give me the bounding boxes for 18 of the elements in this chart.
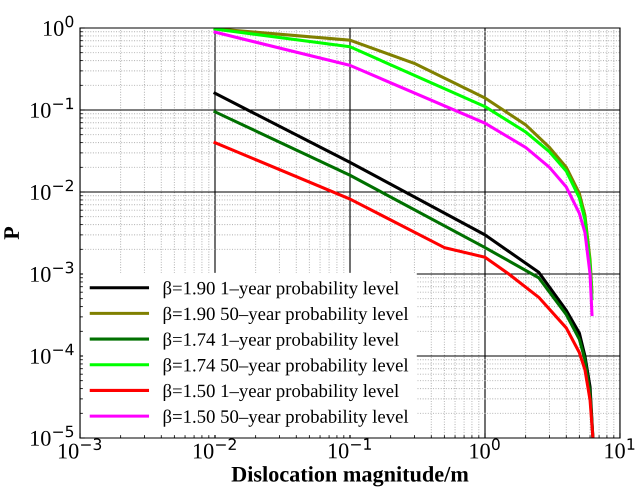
x-tick-label: 10$^{−3}$ <box>58 438 102 459</box>
legend-label: β=1.50 50–year probability level <box>164 410 408 427</box>
legend-label: β=1.50 1–year probability level <box>164 384 399 402</box>
legend-label: β=1.90 50–year probability level <box>164 306 408 324</box>
legend-label: β=1.90 1–year probability level <box>164 281 399 298</box>
y-tick-label: 10$^{0}$ <box>44 16 74 36</box>
y-tick-label: 10$^{−1}$ <box>31 98 74 118</box>
x-tick-label: 10$^{−1}$ <box>328 438 371 458</box>
x-tick-label: 10$^{1}$ <box>605 438 634 458</box>
y-tick-label: 10$^{−2}$ <box>31 180 73 200</box>
y-axis-title: P <box>4 226 19 240</box>
x-tick-label: 10$^{0}$ <box>470 438 500 459</box>
legend-label: β=1.74 50–year probability level <box>164 358 408 376</box>
y-tick-label: 10$^{−4}$ <box>31 344 74 364</box>
x-tick-label: 10$^{−2}$ <box>194 438 236 459</box>
y-tick-label: 10$^{−3}$ <box>31 262 74 282</box>
legend-label: β=1.74 1–year probability level <box>164 332 399 350</box>
x-axis-title: Dislocation magnitude/m <box>232 466 468 486</box>
